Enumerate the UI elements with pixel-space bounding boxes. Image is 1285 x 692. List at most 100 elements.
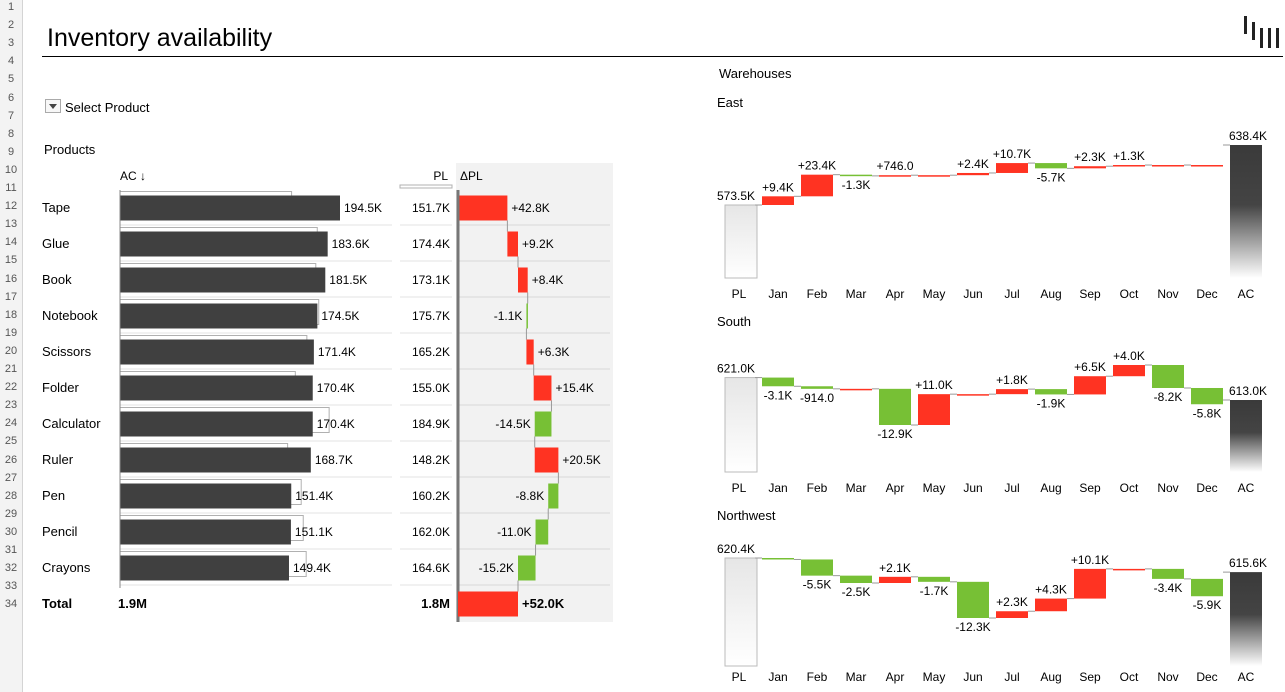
warehouse-title: Northwest <box>717 508 776 523</box>
actual-value-label: 170.4K <box>317 417 355 431</box>
plan-total-bar <box>724 557 758 667</box>
product-label: Glue <box>42 236 69 251</box>
plan-value-label: 164.6K <box>412 561 450 575</box>
plan-total-bar <box>724 377 758 473</box>
month-label: Nov <box>1157 670 1178 684</box>
delta-bar <box>957 394 989 396</box>
month-label: Apr <box>886 287 905 301</box>
delta-bar <box>762 558 794 560</box>
month-label: Jul <box>1004 670 1019 684</box>
delta-value-label: +9.4K <box>762 180 794 194</box>
row-number: 21 <box>4 363 18 375</box>
row-number: 1 <box>7 1 15 13</box>
row-number: 31 <box>4 544 18 556</box>
row-number: 6 <box>7 91 15 104</box>
actual-value-label: 174.5K <box>321 309 359 323</box>
product-label: Pencil <box>42 524 78 539</box>
row-number: 17 <box>4 290 18 303</box>
delta-value-label: +15.4K <box>555 381 593 395</box>
actual-value-label: 183.6K <box>332 237 370 251</box>
delta-bar <box>762 196 794 205</box>
row-number: 16 <box>4 272 18 285</box>
month-label: AC <box>1238 481 1255 495</box>
delta-bar <box>996 163 1028 173</box>
row-number: 34 <box>4 598 18 611</box>
month-label: Feb <box>807 481 828 495</box>
select-product-dropdown-button[interactable] <box>45 99 61 113</box>
delta-bar <box>996 611 1028 618</box>
month-label: AC <box>1238 287 1255 301</box>
delta-bar <box>548 483 559 509</box>
delta-value-label: -12.3K <box>955 620 990 634</box>
brand-logo-icon <box>1242 16 1282 50</box>
month-label: Oct <box>1120 670 1139 684</box>
row-number: 18 <box>4 308 18 321</box>
delta-bar <box>879 175 911 177</box>
delta-bar <box>918 175 950 177</box>
delta-value-label: -12.9K <box>877 427 912 441</box>
month-label: Jul <box>1004 481 1019 495</box>
actual-bar <box>120 447 311 473</box>
actual-bar <box>120 411 313 437</box>
row-number: 22 <box>4 381 18 394</box>
row-number: 15 <box>4 254 18 267</box>
select-product-label[interactable]: Select Product <box>65 100 150 115</box>
delta-value-label: +2.3K <box>1074 150 1106 164</box>
delta-bar <box>1191 165 1223 167</box>
plan-total-label: 621.0K <box>717 362 755 376</box>
delta-bar <box>840 174 872 177</box>
delta-bar <box>507 231 518 257</box>
delta-bar <box>1035 163 1067 169</box>
delta-value-label: -914.0 <box>800 391 834 405</box>
total-pl-value: 1.8M <box>421 596 450 611</box>
actual-total-bar <box>1230 572 1262 666</box>
delta-bar <box>526 339 534 365</box>
title-divider <box>42 56 1283 57</box>
product-label: Folder <box>42 380 80 395</box>
warehouse-title: South <box>717 314 751 329</box>
total-label: Total <box>42 596 72 611</box>
row-header: 1 2 3 4 5 6 7 8 9 10 11 12 13 14 15 16 17 18 19 20 21 22 23 24 2… <box>0 0 23 692</box>
month-label: Aug <box>1040 481 1061 495</box>
delta-value-label: +20.5K <box>562 453 600 467</box>
month-label: Oct <box>1120 287 1139 301</box>
delta-bar <box>801 386 833 389</box>
month-label: May <box>923 481 946 495</box>
delta-bar <box>762 377 794 387</box>
delta-bar <box>1074 568 1106 599</box>
products-label: Products <box>44 142 96 157</box>
actual-total-label: 615.6K <box>1229 556 1267 570</box>
actual-value-label: 151.1K <box>295 525 333 539</box>
delta-bar <box>1074 376 1106 395</box>
total-delta-label: +52.0K <box>522 596 565 611</box>
month-label: PL <box>732 287 747 301</box>
month-label: Oct <box>1120 481 1139 495</box>
month-label: Jul <box>1004 287 1019 301</box>
product-label: Tape <box>42 200 70 215</box>
product-label: Book <box>42 272 72 287</box>
actual-total-bar <box>1230 400 1262 472</box>
actual-bar <box>120 339 314 365</box>
actual-value-label: 171.4K <box>318 345 356 359</box>
plan-total-label: 620.4K <box>717 542 755 556</box>
delta-bar <box>1074 166 1106 169</box>
month-label: Jan <box>768 287 787 301</box>
row-number: 2 <box>7 19 15 32</box>
delta-bar <box>1113 568 1145 571</box>
row-number: 27 <box>4 471 18 484</box>
delta-value-label: -2.5K <box>842 585 871 599</box>
delta-bar <box>801 559 833 576</box>
month-label: Nov <box>1157 481 1178 495</box>
delta-bar <box>1152 365 1184 388</box>
row-number: 9 <box>7 145 15 158</box>
delta-value-label: -8.2K <box>1154 390 1183 404</box>
month-label: Aug <box>1040 287 1061 301</box>
plan-value-label: 173.1K <box>412 273 450 287</box>
actual-value-label: 181.5K <box>329 273 367 287</box>
row-number: 8 <box>7 127 15 140</box>
warehouse-title: East <box>717 95 743 110</box>
delta-value-label: -3.1K <box>764 388 793 402</box>
delta-bar <box>879 576 911 583</box>
actual-total-bar <box>1230 145 1262 278</box>
delta-value-label: -1.3K <box>842 178 871 192</box>
